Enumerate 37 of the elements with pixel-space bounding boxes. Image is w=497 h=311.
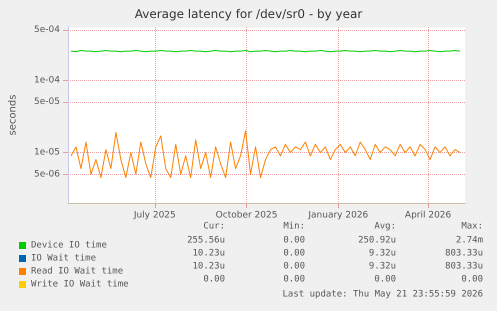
y-tick-label: 5e-04 xyxy=(34,24,60,35)
text: 2.74m xyxy=(456,236,483,246)
text: 10.23u xyxy=(192,248,226,258)
line-series xyxy=(70,130,461,178)
legend-label: Read IO Wait time xyxy=(31,266,124,276)
legend-label: IO Wait time xyxy=(31,254,96,264)
text: Avg: xyxy=(374,222,396,232)
text: 803.33u xyxy=(445,262,484,272)
text: 0.00 xyxy=(283,248,306,258)
text: Last update: Thu May 21 23:55:59 2026 xyxy=(282,290,483,300)
text: 0.00 xyxy=(203,274,226,284)
text: 0.00 xyxy=(283,262,306,272)
text: Cur: xyxy=(203,222,226,232)
x-tick-label: July 2025 xyxy=(132,210,176,220)
y-tick-label: 5e-06 xyxy=(34,169,60,180)
text: 0.00 xyxy=(374,274,396,284)
text: Min: xyxy=(283,222,306,232)
text: 9.32u xyxy=(368,248,396,258)
text: 250.92u xyxy=(358,236,396,246)
text: 0.00 xyxy=(283,236,306,246)
text: 9.32u xyxy=(368,262,396,272)
text: 803.33u xyxy=(445,248,484,258)
legend-label: Write IO Wait time xyxy=(31,280,129,290)
chart-title: Average latency for /dev/sr0 - by year xyxy=(134,7,362,21)
text: 0.00 xyxy=(283,274,306,284)
x-tick-label: April 2026 xyxy=(404,210,452,220)
x-tick-label: October 2025 xyxy=(216,210,278,220)
text: 10.23u xyxy=(192,262,226,272)
y-axis-title: seconds xyxy=(8,94,18,136)
text: 255.56u xyxy=(187,236,226,246)
y-tick-label: 5e-05 xyxy=(34,97,60,108)
legend-label: Device IO time xyxy=(31,240,107,250)
text: Max: xyxy=(461,222,484,232)
x-tick-label: January 2026 xyxy=(307,210,369,220)
y-tick-label: 1e-04 xyxy=(34,75,60,86)
text: 0.00 xyxy=(461,274,484,284)
y-tick-label: 1e-05 xyxy=(34,148,60,158)
